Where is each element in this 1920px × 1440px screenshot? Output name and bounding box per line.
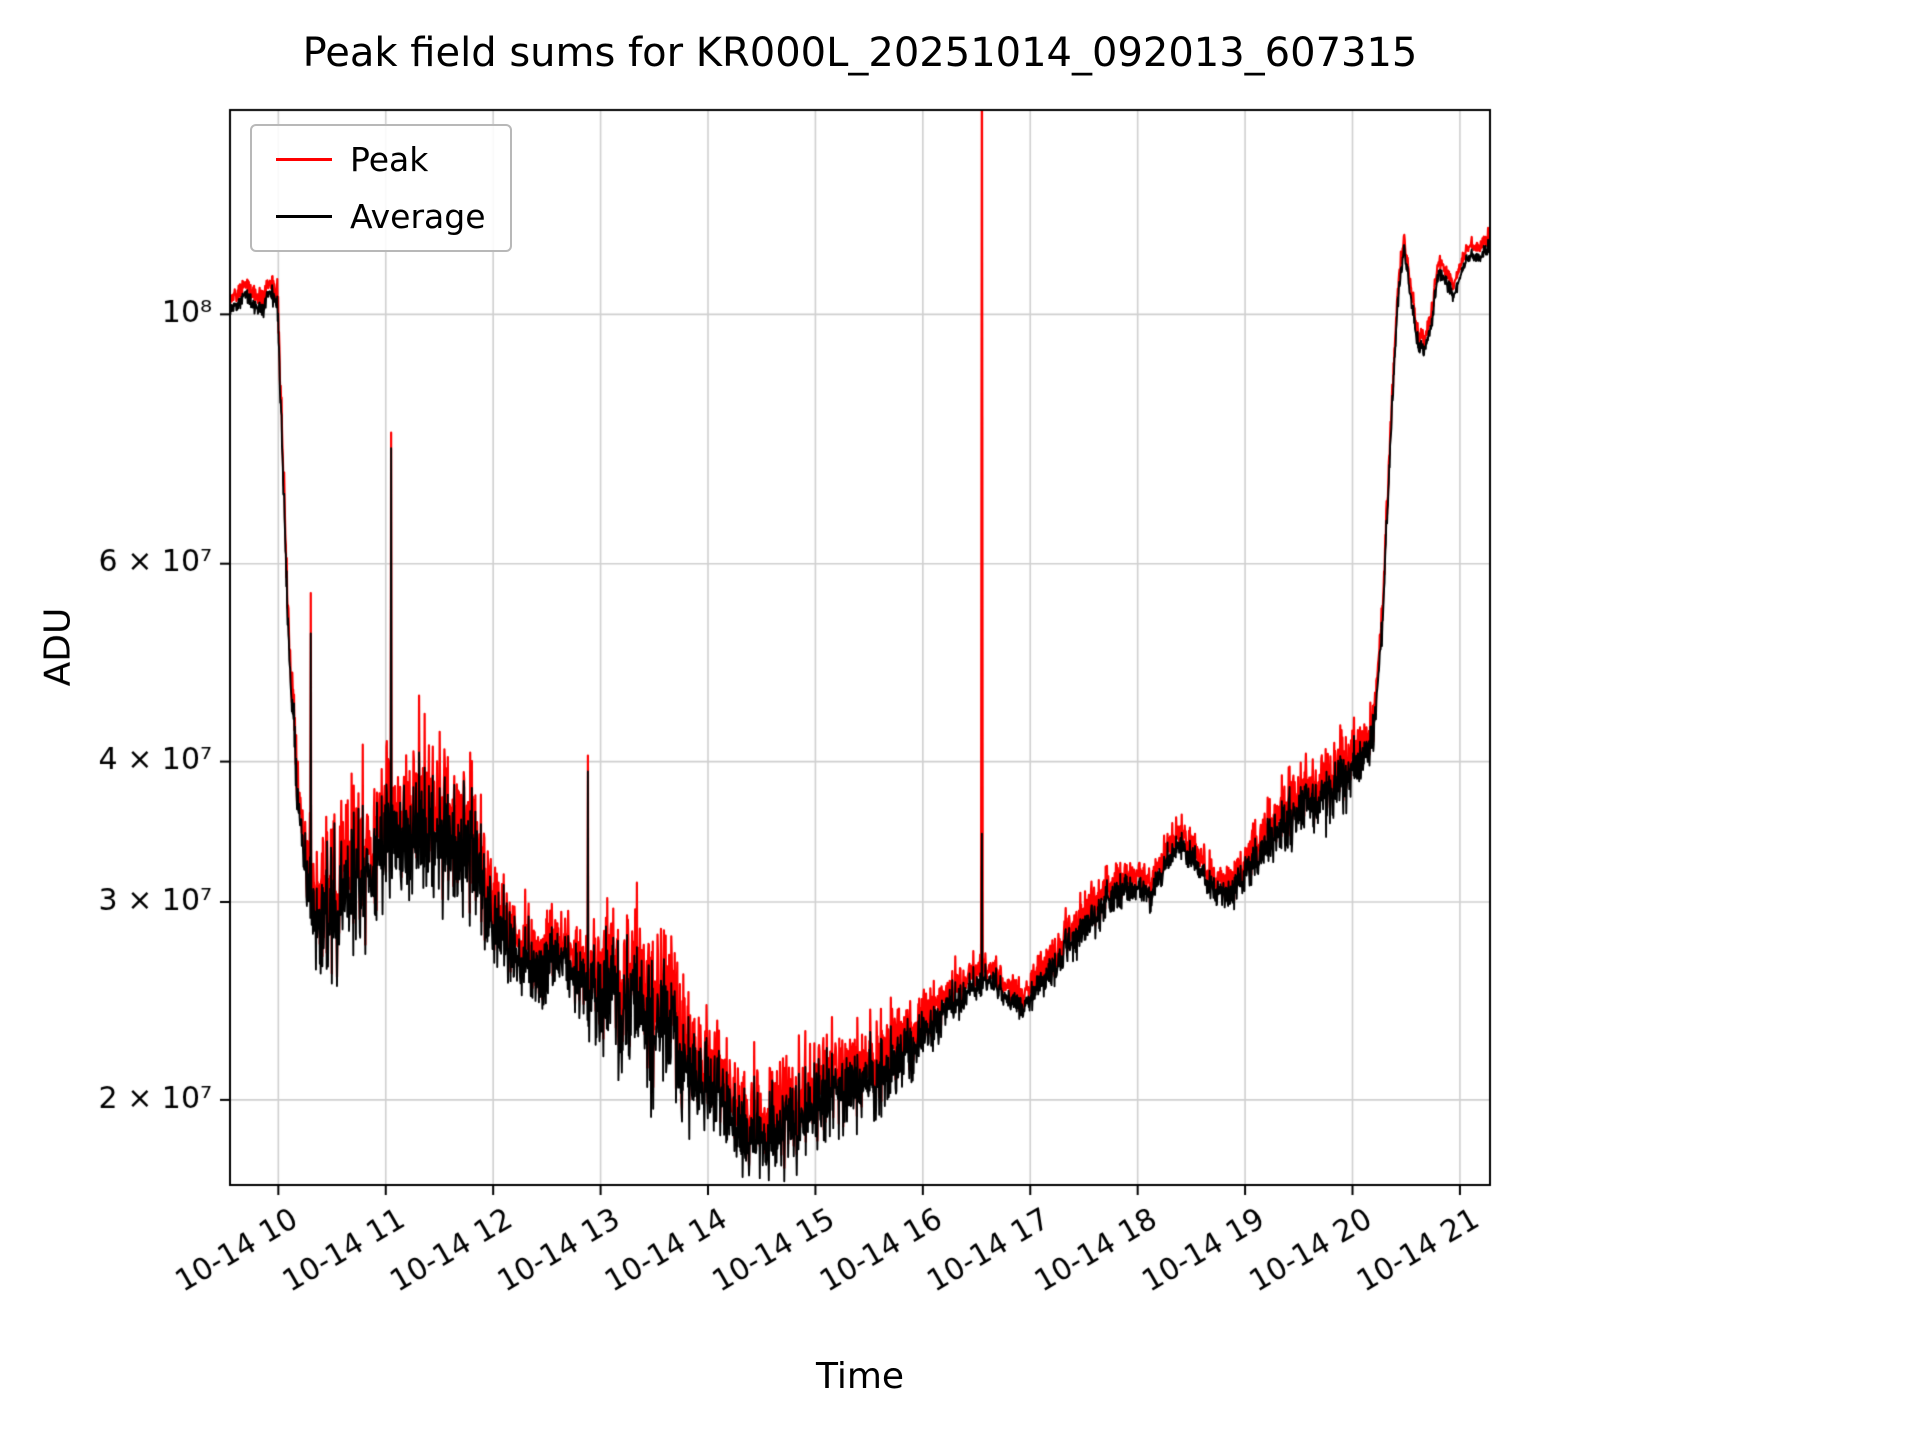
y-axis-label: ADU xyxy=(37,607,79,687)
chart-title: Peak field sums for KR000L_20251014_0920… xyxy=(302,30,1418,76)
legend-item-peak: Peak xyxy=(276,140,486,179)
peak-line-swatch xyxy=(276,158,332,161)
average-line-swatch xyxy=(276,215,332,218)
legend: Peak Average xyxy=(250,124,512,252)
x-axis-label: Time xyxy=(815,1356,905,1397)
legend-label-average: Average xyxy=(350,197,486,236)
legend-label-peak: Peak xyxy=(350,140,429,179)
legend-item-average: Average xyxy=(276,197,486,236)
